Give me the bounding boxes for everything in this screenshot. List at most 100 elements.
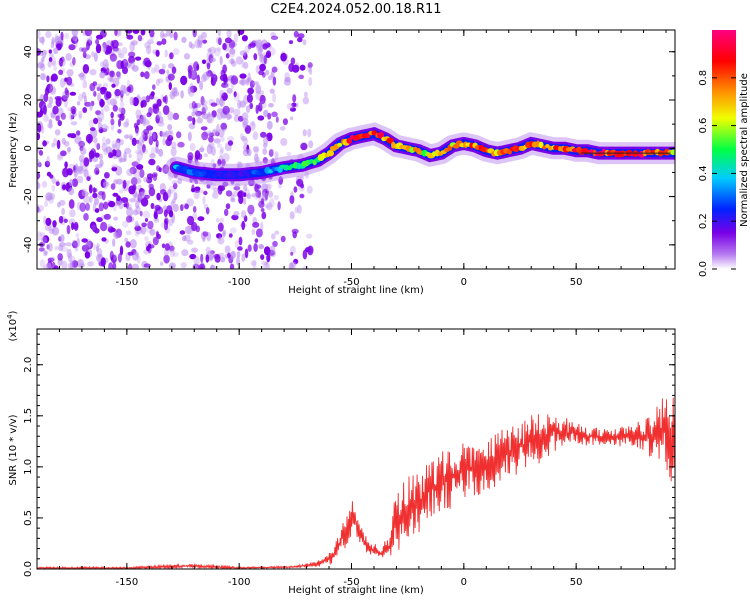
noise-dot xyxy=(89,102,93,111)
noise-dot xyxy=(72,34,78,42)
noise-dot xyxy=(146,45,152,55)
noise-dot xyxy=(124,30,132,34)
noise-dot xyxy=(252,260,257,269)
noise-dot xyxy=(135,56,142,61)
noise-dot xyxy=(142,118,149,126)
noise-dot xyxy=(100,178,107,188)
noise-dot xyxy=(272,76,277,86)
noise-dot xyxy=(111,166,118,172)
noise-dot xyxy=(139,210,143,217)
noise-dot xyxy=(43,114,49,122)
noise-dot xyxy=(173,203,179,212)
noise-dot xyxy=(222,64,228,74)
noise-dot xyxy=(187,152,194,161)
colorbar-ticks: 0.0 0.2 0.4 0.6 0.8 xyxy=(698,70,736,277)
noise-dot xyxy=(129,166,137,175)
noise-dot xyxy=(117,30,122,37)
noise-dot xyxy=(57,201,61,208)
noise-dot xyxy=(106,40,112,46)
snr-y-ticks: 0.0 0.5 1.0 1.5 2.0 xyxy=(23,333,675,577)
noise-dot xyxy=(208,132,215,137)
noise-dot xyxy=(264,261,269,268)
noise-dot xyxy=(103,201,109,210)
noise-dot xyxy=(298,74,305,80)
noise-dot xyxy=(292,64,300,73)
noise-dot xyxy=(46,262,52,269)
noise-dot xyxy=(200,265,204,269)
y-tick-label: -20 xyxy=(23,188,34,204)
noise-dot xyxy=(220,146,224,153)
noise-dot xyxy=(186,215,195,226)
noise-dot xyxy=(153,96,159,101)
noise-dot xyxy=(210,57,216,63)
noise-dot xyxy=(269,198,275,208)
noise-dot xyxy=(123,203,128,208)
trace-cell xyxy=(326,150,334,157)
noise-dot xyxy=(136,164,144,170)
noise-dot xyxy=(201,131,209,141)
noise-dot xyxy=(58,69,64,76)
noise-dot xyxy=(258,243,264,249)
noise-dot xyxy=(282,118,288,126)
noise-dot xyxy=(268,103,274,108)
noise-dot xyxy=(82,79,88,89)
noise-dot xyxy=(112,192,119,197)
noise-dot xyxy=(113,73,117,79)
noise-dot xyxy=(224,208,229,217)
noise-dot xyxy=(64,87,69,96)
noise-dot xyxy=(308,140,314,149)
noise-dot xyxy=(256,42,263,51)
noise-dot xyxy=(104,90,110,101)
noise-dot xyxy=(120,84,126,95)
colorbar-tick-label: 0.0 xyxy=(698,261,709,277)
noise-dot xyxy=(217,37,222,45)
noise-dot xyxy=(242,137,249,145)
noise-dot xyxy=(169,129,174,138)
noise-dot xyxy=(54,129,61,136)
noise-dot xyxy=(289,195,295,205)
noise-dot xyxy=(272,240,278,247)
noise-dot xyxy=(57,60,64,66)
noise-dot xyxy=(188,69,192,79)
noise-dot xyxy=(230,60,237,67)
noise-dot xyxy=(245,78,251,83)
snr-y-multiplier: (x104) xyxy=(6,310,19,341)
noise-dot xyxy=(221,92,228,101)
noise-dot xyxy=(139,169,145,178)
noise-dot xyxy=(58,154,62,159)
noise-dot xyxy=(205,254,210,263)
noise-dot xyxy=(234,240,240,248)
noise-dot xyxy=(108,152,114,159)
noise-dot xyxy=(270,148,274,153)
noise-dot xyxy=(102,59,109,69)
noise-dot xyxy=(207,130,212,138)
noise-dot xyxy=(141,138,145,143)
noise-dot xyxy=(42,235,50,244)
noise-dot xyxy=(206,62,211,70)
noise-dot xyxy=(119,245,124,256)
noise-dot xyxy=(152,84,156,90)
noise-dot xyxy=(238,236,243,246)
snr-y-label: SNR (10 * v/v) xyxy=(8,414,19,485)
noise-dot xyxy=(117,113,123,118)
noise-dot xyxy=(45,192,53,201)
noise-dot xyxy=(267,112,272,120)
noise-dot xyxy=(47,257,55,263)
noise-dot xyxy=(208,70,217,80)
noise-dot xyxy=(233,92,240,102)
noise-dot xyxy=(137,34,143,42)
noise-dot xyxy=(92,192,98,199)
noise-dot xyxy=(216,218,220,223)
noise-dot xyxy=(216,47,222,52)
snr-background xyxy=(37,329,675,569)
noise-dot xyxy=(69,112,74,121)
noise-dot xyxy=(37,158,41,168)
y-tick-label: 40 xyxy=(23,45,34,58)
noise-dot xyxy=(249,42,256,48)
noise-dot xyxy=(45,217,52,226)
noise-dot xyxy=(96,217,103,223)
noise-dot xyxy=(171,90,180,97)
noise-dot xyxy=(53,47,59,55)
noise-dot xyxy=(61,184,67,191)
noise-dot xyxy=(198,147,205,153)
